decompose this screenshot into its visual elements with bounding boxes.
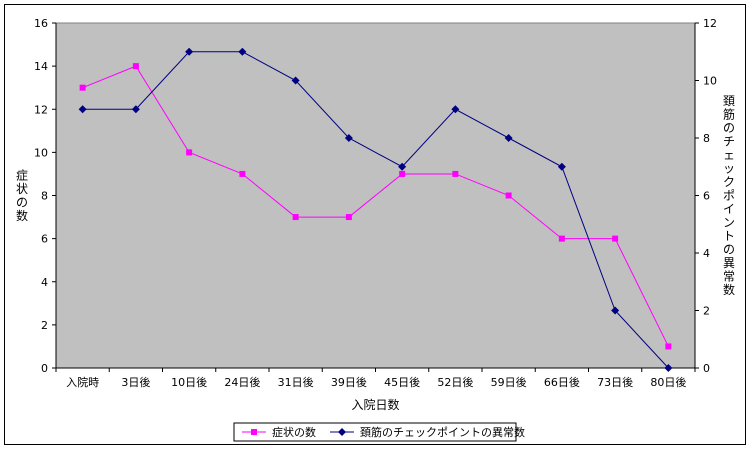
series-1 — [79, 63, 672, 350]
data-point — [398, 162, 407, 171]
axes: 0 2 4 6 8 10 12 14 16 0 2 4 6 8 10 12 入院時 3日後 10日後 24日後 31日後… — [34, 17, 717, 389]
x-tick-label: 73日後 — [597, 375, 633, 389]
y-left-tick-label: 2 — [41, 319, 48, 332]
legend-label: 頚筋のチェックポイントの異常数 — [360, 425, 525, 439]
x-tick-label: 10日後 — [171, 375, 207, 389]
x-tick-label: 45日後 — [384, 375, 420, 389]
data-point — [78, 105, 87, 114]
y-right-tick-label: 10 — [703, 75, 717, 88]
x-tick-label: 31日後 — [278, 375, 314, 389]
data-point — [238, 47, 247, 56]
y-right-tick-label: 0 — [703, 362, 710, 375]
x-tick-label: 24日後 — [224, 375, 260, 389]
y-left-tick-label: 12 — [34, 103, 48, 116]
data-point — [79, 84, 86, 91]
y-right-tick-label: 6 — [703, 190, 710, 203]
data-point — [131, 105, 140, 114]
x-tick-label: 3日後 — [121, 375, 150, 389]
series-2 — [78, 47, 673, 372]
data-point — [399, 170, 406, 177]
y-left-tick-label: 4 — [41, 276, 48, 289]
y-left-tick-label: 0 — [41, 362, 48, 375]
data-point — [292, 214, 299, 221]
data-point — [344, 134, 353, 142]
data-point — [504, 134, 513, 142]
legend-label: 症状の数 — [272, 425, 316, 439]
y-left-tick-label: 10 — [34, 146, 48, 159]
x-tick-label: 59日後 — [491, 375, 527, 389]
data-point — [251, 429, 257, 435]
legend-box — [233, 422, 517, 442]
x-tick-label: 52日後 — [437, 375, 473, 389]
x-tick-label: 入院時 — [66, 375, 99, 389]
data-point — [664, 364, 673, 372]
y-left-tick-label: 8 — [41, 190, 48, 203]
x-axis-title: 入院日数 — [351, 397, 399, 412]
data-point — [452, 170, 459, 177]
y-left-tick-label: 16 — [34, 17, 48, 30]
y-left-tick-label: 6 — [41, 233, 48, 246]
y-left-tick-label: 14 — [34, 60, 48, 73]
y-right-tick-label: 2 — [703, 305, 710, 318]
data-point — [338, 428, 346, 436]
y-axis-right-title: 頚筋のチェックポイントの異常数 — [723, 94, 735, 297]
series-line — [82, 65, 669, 347]
x-tick-label: 39日後 — [331, 375, 367, 389]
data-point — [665, 343, 672, 350]
data-point — [612, 235, 619, 242]
y-right-tick-label: 12 — [703, 17, 717, 30]
data-point — [132, 63, 139, 70]
legend: 症状の数 頚筋のチェックポイントの異常数 — [233, 422, 525, 442]
data-point — [557, 162, 566, 171]
data-point — [505, 192, 512, 199]
data-point — [611, 306, 620, 315]
y-right-tick-label: 8 — [703, 132, 710, 145]
data-point — [558, 235, 565, 242]
x-tick-label: 66日後 — [544, 375, 580, 389]
data-point — [291, 76, 300, 85]
data-point — [345, 214, 352, 221]
y-right-tick-label: 4 — [703, 247, 710, 260]
data-point — [185, 47, 194, 56]
series-layer — [78, 47, 673, 372]
series-line — [82, 51, 669, 369]
data-point — [451, 105, 460, 114]
y-axis-left-title: 症状の数 — [16, 167, 28, 223]
x-tick-label: 80日後 — [650, 375, 686, 389]
data-point — [239, 170, 246, 177]
data-point — [186, 149, 193, 156]
